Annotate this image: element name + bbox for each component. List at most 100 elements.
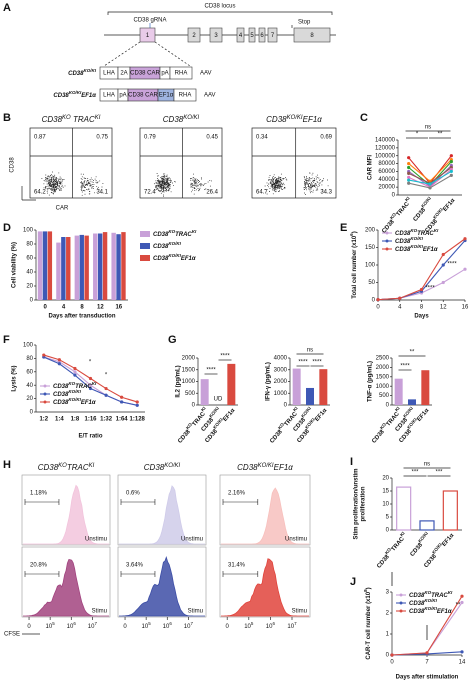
text-part: CD38 [409, 593, 425, 599]
event-dot [163, 194, 165, 196]
event-dot [278, 176, 280, 178]
point [88, 376, 93, 381]
event-dot [311, 183, 313, 185]
event-dot [163, 185, 165, 187]
annotation: ns [424, 462, 430, 468]
text-part: KO/KI [424, 606, 437, 611]
annotation: **** [220, 354, 230, 360]
part-label: CD38 CAR [130, 71, 160, 77]
event-dot [319, 182, 321, 184]
event-dot [280, 187, 282, 189]
event-dot [59, 186, 61, 188]
event-dot [313, 184, 315, 186]
event-dot [274, 185, 276, 187]
event-dot [88, 182, 90, 184]
event-dot [47, 180, 49, 182]
event-dot [272, 182, 274, 184]
text-part: KO/KI [406, 417, 418, 430]
event-dot [83, 189, 85, 191]
event-dot [160, 185, 162, 187]
y-tick-label: 500 [379, 393, 390, 399]
event-dot [277, 178, 279, 180]
event-dot [50, 186, 52, 188]
event-dot [308, 179, 310, 181]
text-part: KI [404, 196, 411, 203]
panel-label: D [3, 222, 11, 234]
annotation: **** [298, 360, 308, 366]
x-tick-label: 4 [398, 305, 402, 311]
event-dot [167, 177, 168, 179]
event-dot [307, 182, 309, 184]
event-dot [164, 183, 166, 185]
event-dot [169, 181, 171, 183]
event-dot [322, 179, 324, 181]
exon-label: 2 [192, 33, 196, 39]
event-dot [275, 178, 277, 180]
exon-label: 3 [214, 33, 218, 39]
event-dot [52, 188, 54, 190]
event-dot [312, 177, 314, 179]
y-tick-label: 3000 [274, 367, 288, 373]
bar [74, 235, 80, 300]
event-dot [61, 181, 63, 183]
y-tick-label: 4000 [274, 356, 288, 362]
event-dot [153, 183, 155, 185]
text-part: KO/KI [402, 406, 414, 419]
part-label: pA [161, 71, 168, 77]
text-part: EF1α [222, 407, 236, 422]
event-dot [164, 182, 166, 184]
event-dot [312, 191, 314, 193]
event-dot [86, 184, 88, 186]
event-dot [277, 179, 279, 181]
event-dot [273, 188, 275, 190]
event-dot [191, 189, 193, 191]
event-dot [49, 182, 51, 184]
event-dot [191, 191, 192, 193]
event-dot [96, 182, 98, 183]
event-dot [167, 180, 168, 182]
event-dot [269, 179, 271, 181]
point [441, 263, 445, 267]
event-dot [264, 189, 266, 191]
event-dot [194, 178, 195, 180]
event-dot [163, 191, 165, 193]
event-dot [196, 180, 198, 182]
event-dot [308, 189, 310, 190]
event-dot [47, 176, 49, 178]
event-dot [157, 180, 159, 182]
event-dot [50, 180, 52, 182]
bar [442, 490, 458, 531]
event-dot [166, 176, 168, 177]
text-part: KO/KI [183, 115, 199, 121]
event-dot [279, 183, 281, 185]
exon-label: 4 [239, 33, 243, 39]
event-dot [316, 178, 317, 180]
event-dot [194, 182, 195, 184]
event-dot [156, 187, 158, 189]
event-dot [276, 187, 278, 189]
text-part: KO [384, 546, 392, 555]
event-dot [83, 177, 85, 179]
event-dot [91, 181, 93, 183]
y-tick-label: 50 [368, 280, 375, 286]
y-axis-title: proliferation [361, 486, 367, 521]
event-dot [160, 187, 162, 189]
event-dot [275, 180, 277, 182]
event-dot [52, 176, 54, 177]
event-dot [275, 183, 277, 185]
y-tick-label: 0 [392, 193, 396, 199]
event-dot [167, 186, 169, 187]
bar [79, 234, 84, 300]
quadrant-value: 0.69 [320, 135, 332, 141]
gate-percent: 2.16% [228, 491, 246, 497]
y-tick-label: 80 [26, 242, 33, 248]
event-dot [280, 185, 282, 187]
event-dot [52, 184, 54, 185]
locus-title: CD38 locus [204, 4, 235, 10]
event-dot [89, 179, 91, 180]
x-tick-label: 12 [440, 305, 447, 311]
event-dot [51, 189, 53, 191]
event-dot [306, 177, 308, 179]
event-dot [315, 186, 317, 188]
event-dot [155, 186, 157, 188]
